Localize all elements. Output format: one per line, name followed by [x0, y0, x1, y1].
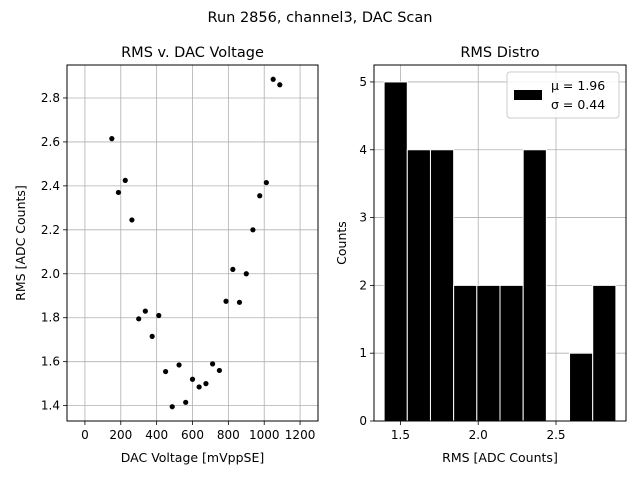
y-tick-label: 0 — [359, 414, 367, 428]
histogram-bar — [569, 352, 594, 422]
scatter-title: RMS v. DAC Voltage — [121, 45, 264, 61]
y-tick-label: 4 — [359, 143, 367, 157]
x-tick-label: 0 — [81, 428, 89, 442]
histogram-bar — [429, 149, 455, 422]
scatter-point — [183, 399, 189, 405]
y-tick-label: 1 — [359, 346, 367, 360]
scatter-point — [263, 179, 269, 186]
scatter-point — [250, 227, 256, 233]
legend-sigma-label: σ = 0.44 — [551, 97, 605, 112]
scatter-point — [270, 76, 276, 82]
scatter-x-axis-label: DAC Voltage [mVppSE] — [121, 450, 264, 465]
scatter-point — [109, 136, 115, 142]
histogram-bar — [383, 81, 408, 422]
y-tick-label: 3 — [359, 211, 367, 225]
histogram-bar — [499, 284, 524, 422]
histogram-bar — [476, 284, 501, 422]
histogram-x-axis-label: RMS [ADC Counts] — [442, 450, 558, 465]
x-tick-label: 2.5 — [546, 428, 565, 442]
scatter-point — [236, 299, 243, 305]
scatter-point — [129, 217, 135, 223]
y-tick-label: 2.0 — [41, 267, 60, 281]
scatter-point — [223, 298, 229, 304]
histogram-bar — [592, 284, 617, 422]
x-tick-label: 1000 — [249, 428, 280, 442]
histogram-x-ticks: 1.5 2.0 2.5 — [391, 421, 566, 442]
scatter-y-axis-label: RMS [ADC Counts] — [13, 185, 28, 301]
histogram-title: RMS Distro — [460, 45, 539, 61]
scatter-point — [243, 271, 249, 277]
scatter-point — [163, 368, 169, 375]
y-tick-label: 2.2 — [41, 223, 60, 237]
y-tick-label: 1.6 — [41, 355, 60, 369]
scatter-y-ticks: 1.4 1.6 1.8 2.0 2.2 2.4 2.6 2.8 — [41, 91, 67, 413]
scatter-grid — [67, 65, 318, 421]
scatter-point — [156, 312, 162, 319]
histogram-plot-frame — [373, 64, 627, 422]
scatter-point — [122, 177, 128, 183]
scatter-point — [230, 266, 236, 272]
histogram-y-ticks: 0 1 2 3 4 5 — [359, 75, 374, 428]
x-tick-label: 600 — [181, 428, 204, 442]
histogram-chart: 1.5 2.0 2.5 0 1 2 3 4 5 RMS Distro RMS [ADC Cou… — [334, 45, 627, 465]
x-tick-label: 1200 — [285, 428, 316, 442]
histogram-bar — [522, 149, 547, 422]
scatter-point — [142, 308, 148, 314]
scatter-x-ticks: 0 200 400 600 800 1000 1200 — [81, 421, 315, 442]
histogram-bars — [383, 81, 617, 422]
legend-swatch — [514, 90, 542, 100]
x-tick-label: 200 — [109, 428, 132, 442]
scatter-point — [277, 82, 283, 88]
x-tick-label: 400 — [145, 428, 168, 442]
scatter-point — [209, 361, 216, 367]
scatter-point — [169, 404, 175, 410]
x-tick-label: 2.0 — [469, 428, 488, 442]
y-tick-label: 2.6 — [41, 135, 60, 149]
histogram-legend: μ = 1.96 σ = 0.44 — [506, 71, 620, 119]
scatter-point — [115, 189, 122, 196]
scatter-point — [257, 193, 263, 199]
histogram-bar — [453, 284, 478, 422]
x-tick-label: 1.5 — [391, 428, 410, 442]
figure-title: Run 2856, channel3, DAC Scan — [208, 10, 433, 26]
scatter-point — [196, 384, 202, 390]
legend-mean-label: μ = 1.96 — [551, 78, 605, 93]
y-tick-label: 2.4 — [41, 179, 60, 193]
y-tick-label: 2 — [359, 278, 367, 292]
y-tick-label: 2.8 — [41, 91, 60, 105]
scatter-chart: 0 200 400 600 800 1000 1200 1.4 1.6 1.8 2.0 2.2 2.4… — [13, 45, 319, 465]
y-tick-label: 5 — [359, 75, 367, 89]
scatter-point — [203, 381, 209, 387]
scatter-point — [216, 367, 222, 374]
histogram-bar — [406, 149, 431, 422]
scatter-point — [136, 316, 142, 322]
scatter-point — [176, 362, 182, 368]
histogram-y-axis-label: Counts — [334, 221, 349, 265]
y-tick-label: 1.8 — [41, 311, 60, 325]
x-tick-label: 800 — [217, 428, 240, 442]
scatter-point — [149, 333, 155, 339]
y-tick-label: 1.4 — [41, 399, 60, 413]
scatter-point — [189, 376, 196, 382]
scatter-points — [109, 76, 283, 410]
legend-box — [506, 71, 620, 119]
